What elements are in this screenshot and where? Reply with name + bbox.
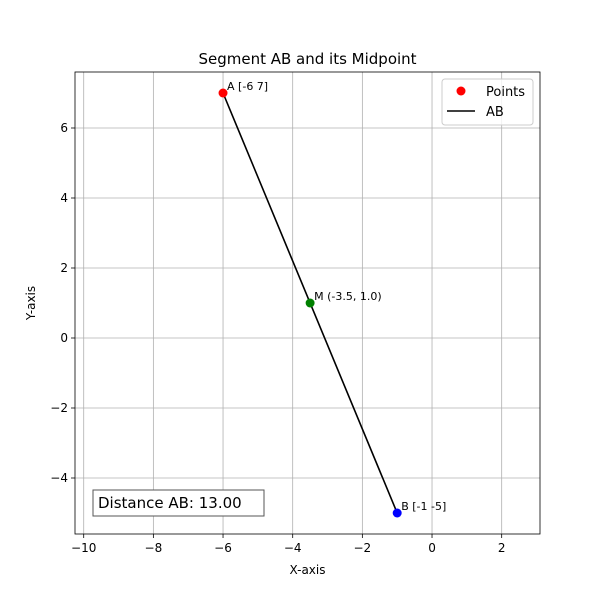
ticks: −10 −8 −6 −4 −2 0 2 −4 −2 0 2 4 6 — [50, 121, 505, 555]
legend-label-ab: AB — [486, 105, 504, 120]
points-layer: A [-6 7] B [-1 -5] M (-3.5, 1.0) — [218, 80, 446, 518]
y-tick-label: −2 — [50, 401, 68, 415]
point-b-label: B [-1 -5] — [401, 500, 446, 513]
y-tick-label: 6 — [60, 121, 68, 135]
grid — [75, 72, 540, 534]
legend-points-marker — [456, 86, 466, 96]
x-tick-label: −8 — [145, 541, 163, 555]
distance-text: Distance AB: 13.00 — [98, 494, 242, 512]
chart-title: Segment AB and its Midpoint — [198, 50, 416, 68]
x-tick-label: 2 — [498, 541, 506, 555]
y-tick-label: −4 — [50, 471, 68, 485]
x-tick-label: −4 — [284, 541, 302, 555]
x-axis-label: X-axis — [290, 563, 326, 577]
x-tick-label: −6 — [214, 541, 232, 555]
y-tick-label: 4 — [60, 191, 68, 205]
plot-frame — [74, 71, 541, 535]
x-tick-label: 0 — [428, 541, 436, 555]
point-m-marker — [305, 298, 315, 308]
point-a-marker — [218, 88, 228, 98]
y-axis-label: Y-axis — [24, 286, 38, 321]
y-tick-label: 2 — [60, 261, 68, 275]
x-tick-label: −10 — [71, 541, 96, 555]
point-a-label: A [-6 7] — [227, 80, 268, 93]
y-tick-label: 0 — [60, 331, 68, 345]
x-tick-label: −2 — [354, 541, 372, 555]
legend: Points AB — [441, 78, 534, 126]
point-m-label: M (-3.5, 1.0) — [314, 290, 382, 303]
distance-box: Distance AB: 13.00 — [92, 489, 265, 517]
distance-box-frame — [92, 489, 265, 517]
point-b-marker — [392, 508, 402, 518]
legend-label-points: Points — [486, 85, 525, 100]
